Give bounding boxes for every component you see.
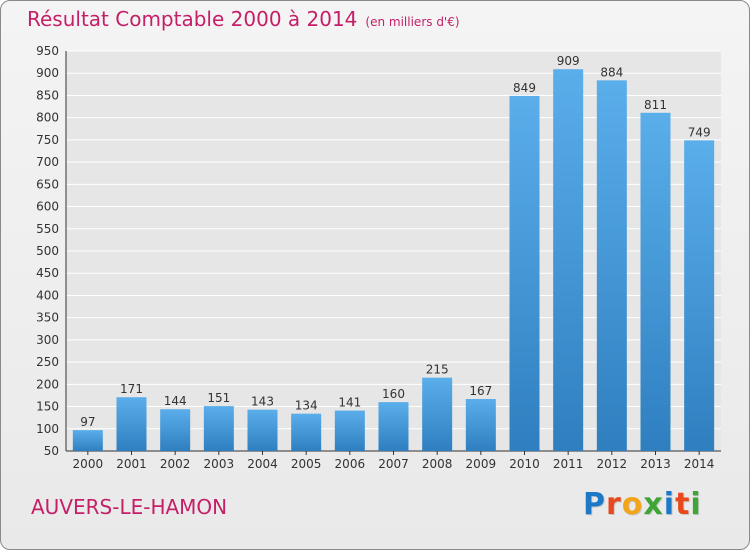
y-tick-label: 350 xyxy=(36,311,59,325)
bar xyxy=(596,80,627,451)
data-label: 97 xyxy=(80,415,95,429)
data-label: 151 xyxy=(207,391,230,405)
bar xyxy=(684,140,715,452)
bar xyxy=(291,413,322,451)
chart-title: Résultat Comptable 2000 à 2014 (en millie… xyxy=(27,7,460,31)
y-tick-label: 900 xyxy=(36,66,59,80)
x-tick-label: 2014 xyxy=(684,457,715,471)
bar xyxy=(203,406,234,451)
bar xyxy=(509,95,540,451)
x-tick-label: 2001 xyxy=(116,457,147,471)
logo-letter: i xyxy=(663,487,676,522)
y-tick-label: 700 xyxy=(36,155,59,169)
y-tick-label: 650 xyxy=(36,177,59,191)
bar xyxy=(465,399,496,451)
x-tick-label: 2003 xyxy=(204,457,235,471)
data-label: 215 xyxy=(426,363,449,377)
bar xyxy=(247,409,278,451)
y-tick-label: 800 xyxy=(36,111,59,125)
x-tick-label: 2006 xyxy=(335,457,366,471)
logo-letter: P xyxy=(583,487,606,522)
data-label: 171 xyxy=(120,382,143,396)
x-tick-label: 2007 xyxy=(378,457,409,471)
y-tick-label: 200 xyxy=(36,377,59,391)
x-tick-label: 2013 xyxy=(640,457,671,471)
logo-letter: r xyxy=(606,487,622,522)
data-label: 909 xyxy=(557,54,580,68)
bar xyxy=(72,430,103,451)
data-label: 141 xyxy=(338,396,361,410)
logo-letter: i xyxy=(690,487,702,522)
x-tick-label: 2008 xyxy=(422,457,453,471)
data-label: 143 xyxy=(251,395,274,409)
x-tick-label: 2009 xyxy=(466,457,497,471)
y-tick-label: 950 xyxy=(36,44,59,58)
y-tick-label: 750 xyxy=(36,133,59,147)
chart-title-text: Résultat Comptable 2000 à 2014 xyxy=(27,7,358,31)
logo-letter: t xyxy=(675,487,691,522)
data-label: 167 xyxy=(469,384,492,398)
data-label: 160 xyxy=(382,387,405,401)
bar xyxy=(553,69,584,451)
y-tick-label: 550 xyxy=(36,222,59,236)
y-tick-label: 150 xyxy=(36,400,59,414)
x-tick-label: 2012 xyxy=(597,457,628,471)
data-label: 884 xyxy=(600,65,623,79)
bar xyxy=(422,377,453,451)
x-tick-label: 2002 xyxy=(160,457,191,471)
commune-name: AUVERS-LE-HAMON xyxy=(31,495,228,519)
y-tick-label: 100 xyxy=(36,422,59,436)
data-label: 144 xyxy=(164,394,187,408)
y-tick-label: 400 xyxy=(36,288,59,302)
data-label: 134 xyxy=(295,399,318,413)
y-tick-label: 850 xyxy=(36,88,59,102)
bar xyxy=(378,402,409,451)
y-tick-label: 500 xyxy=(36,244,59,258)
logo-letter: o xyxy=(621,487,644,522)
data-label: 811 xyxy=(644,98,667,112)
y-tick-label: 600 xyxy=(36,200,59,214)
y-tick-label: 300 xyxy=(36,333,59,347)
chart-subtitle: (en milliers d'€) xyxy=(365,15,460,29)
bar xyxy=(160,409,191,451)
data-label: 849 xyxy=(513,81,536,95)
x-tick-label: 2000 xyxy=(73,457,104,471)
x-tick-label: 2011 xyxy=(553,457,584,471)
y-tick-label: 450 xyxy=(36,266,59,280)
logo-letter: x xyxy=(643,487,664,522)
proxiti-logo: Proxiti xyxy=(583,487,702,522)
x-tick-label: 2010 xyxy=(509,457,540,471)
data-label: 749 xyxy=(688,125,711,139)
y-tick-label: 250 xyxy=(36,355,59,369)
bar xyxy=(116,397,147,451)
x-tick-label: 2005 xyxy=(291,457,322,471)
bar xyxy=(640,112,671,452)
x-tick-label: 2004 xyxy=(247,457,278,471)
y-tick-label: 50 xyxy=(44,444,59,458)
bar xyxy=(334,410,365,451)
